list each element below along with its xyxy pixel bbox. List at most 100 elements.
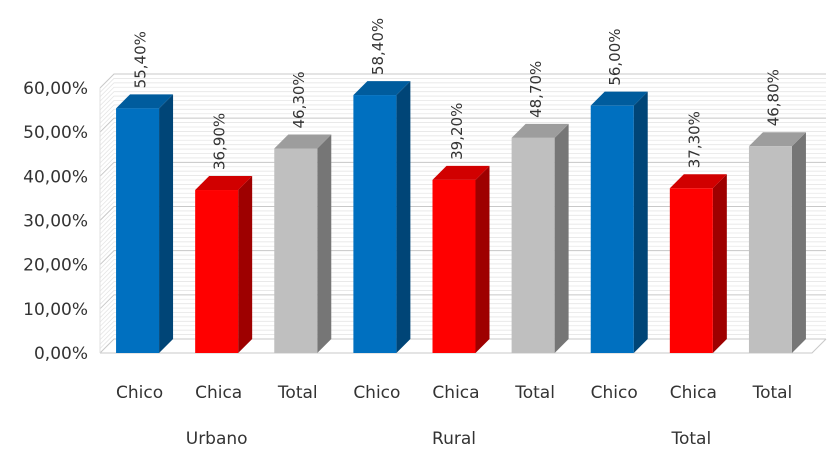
x-group-label: Rural: [432, 429, 476, 448]
data-label-urbano-chico: 55,40%: [132, 31, 150, 88]
bar-side-face: [317, 134, 332, 353]
bar-rural-chico: [353, 81, 411, 354]
minor-gridline: [99, 148, 826, 164]
major-gridline: [99, 73, 826, 89]
minor-gridline: [99, 170, 826, 186]
x-axis-group-labels: Urbano Rural Total: [186, 429, 711, 449]
minor-gridline: [99, 201, 826, 217]
bar-top-face: [116, 94, 174, 109]
minor-gridline: [99, 316, 826, 332]
minor-gridline: [99, 91, 826, 106]
major-gridline: [99, 294, 826, 310]
data-label-total-chica: 37,30%: [685, 111, 703, 168]
minor-gridline: [99, 104, 826, 120]
minor-gridline: [99, 95, 826, 111]
x-category-label: Total: [514, 383, 555, 403]
bar-rural-total: [511, 123, 569, 354]
minor-gridline: [99, 157, 826, 173]
data-label-rural-total: 48,70%: [527, 61, 545, 118]
minor-gridline: [99, 126, 826, 142]
minor-gridline: [99, 276, 826, 292]
y-tick-label: 40,00%: [23, 167, 88, 187]
major-gridline: [99, 338, 826, 354]
bar-side-face: [633, 91, 648, 354]
bar-rural-chica: [432, 165, 490, 353]
y-tick-label: 30,00%: [23, 212, 88, 232]
x-category-label: Chica: [195, 383, 242, 403]
bar-top-face: [195, 176, 253, 191]
minor-gridline: [99, 267, 826, 283]
bar-total-total: [748, 132, 806, 353]
bar-top-face: [748, 132, 806, 147]
minor-gridline: [99, 166, 826, 182]
minor-gridline: [99, 86, 826, 102]
minor-gridline: [99, 179, 826, 195]
bar-front-face: [669, 188, 713, 353]
minor-gridline: [99, 232, 826, 248]
bar-front-face: [353, 95, 397, 354]
minor-gridline: [99, 320, 826, 336]
minor-gridline: [99, 139, 826, 155]
minor-gridline: [99, 290, 826, 305]
y-axis-ticks: 0,00% 10,00% 20,00% 30,00% 40,00% 50,00% 60,00…: [23, 79, 88, 364]
major-gridline: [99, 250, 826, 266]
minor-gridline: [99, 188, 826, 204]
x-category-label: Total: [752, 383, 793, 403]
bar-top-face: [274, 134, 332, 149]
data-label-total-total: 46,80%: [764, 69, 782, 126]
major-gridline: [99, 117, 826, 133]
minor-gridline: [99, 223, 826, 239]
minor-gridline: [99, 263, 826, 279]
minor-gridline: [99, 272, 826, 288]
minor-gridline: [99, 122, 826, 137]
minor-gridline: [99, 303, 826, 318]
data-labels: 55,40% 36,90% 46,30% 58,40% 39,20% 48,70% 56,0…: [132, 18, 783, 170]
minor-gridline: [99, 329, 826, 345]
bar-front-face: [116, 108, 160, 353]
bar-urbano-chica: [195, 176, 253, 353]
bar-front-face: [274, 148, 318, 353]
minor-gridline: [99, 108, 826, 124]
bar-front-face: [195, 190, 239, 353]
bar-front-face: [590, 105, 634, 354]
bar-side-face: [475, 165, 490, 353]
bar-side-face: [791, 132, 806, 353]
minor-gridline: [99, 192, 826, 208]
x-category-label: Chico: [591, 383, 638, 403]
bar-top-face: [590, 91, 648, 106]
bar-urbano-total: [274, 134, 332, 353]
minor-gridline: [99, 228, 826, 243]
minor-gridline: [99, 254, 826, 270]
minor-gridline: [99, 334, 826, 349]
bar-top-face: [669, 174, 727, 189]
x-category-label: Chica: [432, 383, 479, 403]
y-tick-label: 0,00%: [34, 344, 88, 364]
data-label-rural-chico: 58,40%: [369, 18, 387, 75]
bar-urbano-chico: [116, 94, 174, 354]
minor-gridline: [99, 175, 826, 190]
minor-gridline: [99, 214, 826, 230]
data-label-urbano-total: 46,30%: [290, 71, 308, 128]
minor-gridline: [99, 135, 826, 151]
data-label-urbano-chica: 36,90%: [211, 113, 229, 170]
gridlines: [99, 73, 827, 354]
x-category-label: Chico: [353, 383, 400, 403]
x-category-label: Chica: [670, 383, 717, 403]
bar-side-face: [238, 176, 253, 353]
minor-gridline: [99, 325, 826, 341]
minor-gridline: [99, 285, 826, 301]
bar-side-face: [396, 81, 411, 354]
floor-edge: [100, 338, 827, 354]
y-tick-label: 50,00%: [23, 123, 88, 143]
minor-gridline: [99, 153, 826, 168]
bar-total-chico: [590, 91, 648, 354]
y-tick-label: 20,00%: [23, 256, 88, 276]
bar-top-face: [511, 123, 569, 138]
minor-gridline: [99, 210, 826, 226]
bar-front-face: [432, 179, 476, 353]
bar-front-face: [748, 146, 792, 353]
data-label-total-chico: 56,00%: [606, 28, 624, 85]
x-category-label: Total: [277, 383, 318, 403]
